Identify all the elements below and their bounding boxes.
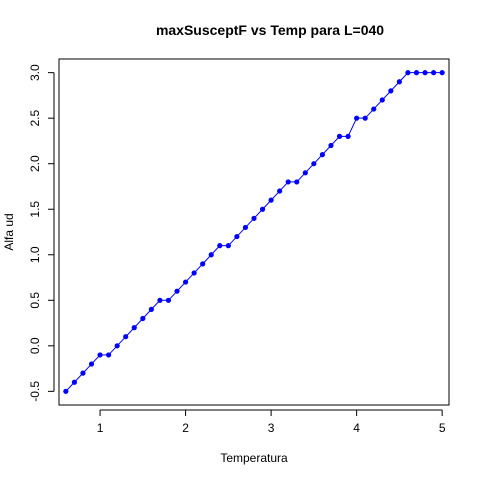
data-point: [396, 79, 402, 85]
x-tick-label: 2: [182, 421, 189, 435]
data-point: [294, 179, 300, 185]
data-point: [80, 370, 86, 376]
data-point: [379, 97, 385, 103]
x-tick-label: 3: [268, 421, 275, 435]
data-point: [345, 133, 351, 139]
data-point: [277, 188, 283, 194]
data-point: [268, 197, 274, 203]
data-point: [123, 334, 129, 340]
plot-frame: [58, 58, 450, 406]
y-tick-label: 1.0: [28, 246, 42, 263]
data-point: [165, 297, 172, 303]
data-point: [439, 70, 445, 76]
x-tick-label: 4: [353, 421, 360, 435]
data-point: [71, 379, 77, 385]
y-axis: -0.5 0.0 0.5 1.0 1.5 2.0 2.5 3.0: [28, 64, 55, 402]
y-tick-label: 1.5: [28, 201, 42, 218]
data-point: [234, 233, 240, 240]
data-point: [259, 206, 266, 212]
data-point: [148, 306, 154, 312]
data-point: [225, 243, 231, 249]
data-point: [114, 343, 120, 349]
data-point: [302, 170, 308, 176]
y-tick-label: -0.5: [28, 381, 42, 402]
data-point: [388, 88, 394, 94]
data-point: [63, 388, 69, 394]
data-point: [208, 252, 214, 258]
data-point: [319, 152, 326, 158]
x-tick-label: 5: [439, 421, 446, 435]
x-tick-label: 1: [97, 421, 104, 435]
data-point: [174, 288, 180, 294]
data-point: [311, 161, 317, 167]
data-point: [242, 224, 249, 231]
y-axis-label: Alfa ud: [2, 213, 16, 250]
data-point: [157, 297, 163, 303]
data-point: [336, 133, 343, 139]
y-tick-label: 2.5: [28, 110, 42, 127]
data-point: [405, 70, 411, 76]
data-point: [217, 243, 223, 249]
chart-title: maxSusceptF vs Temp para L=040: [156, 22, 384, 38]
data-point: [191, 270, 197, 276]
y-tick-label: 3.0: [28, 64, 42, 81]
series-layer: [63, 70, 445, 394]
data-point: [251, 215, 257, 221]
data-point: [371, 106, 377, 112]
y-tick-label: 2.0: [28, 155, 42, 172]
data-point: [131, 325, 137, 331]
data-point: [106, 352, 112, 358]
data-point: [88, 361, 95, 367]
data-point: [422, 70, 428, 76]
data-point: [182, 279, 189, 285]
y-tick-label: 0.5: [28, 292, 42, 309]
data-point: [200, 261, 206, 267]
data-point: [431, 70, 437, 76]
data-point: [97, 352, 103, 358]
x-axis: 1 2 3 4 5: [97, 409, 446, 435]
data-point: [328, 142, 334, 149]
y-tick-label: 0.0: [28, 337, 42, 354]
data-point: [362, 115, 368, 121]
data-point: [413, 70, 420, 76]
data-point: [140, 315, 146, 322]
data-point: [354, 115, 360, 121]
data-point: [285, 179, 291, 185]
x-axis-label: Temperatura: [220, 451, 288, 465]
